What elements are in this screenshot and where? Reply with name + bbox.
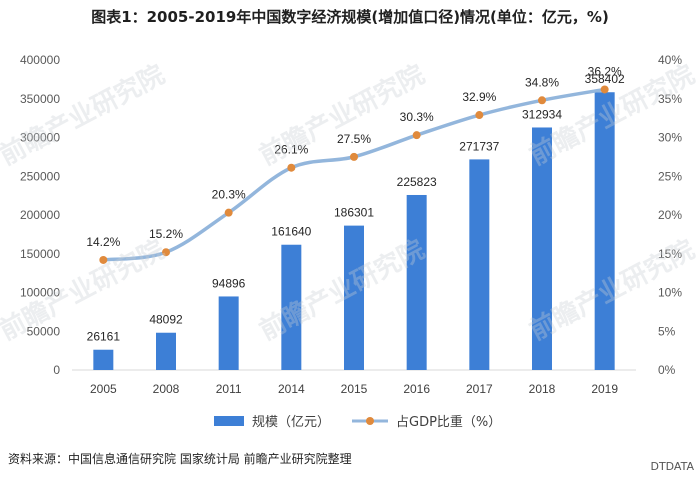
ratio-value-label: 20.3% [212,188,246,202]
y-left-tick-label: 50000 [27,324,61,338]
legend-swatch-bar [214,416,244,426]
bar-value-label: 186301 [334,206,374,220]
x-tick-label: 2016 [403,382,430,396]
x-tick-label: 2015 [341,382,368,396]
y-right-tick-label: 15% [658,247,682,261]
ratio-point [600,85,609,94]
y-right-tick-label: 40% [658,53,682,67]
bar-value-label: 94896 [212,276,246,290]
ratio-point [412,131,421,140]
y-left-tick-label: 200000 [20,208,60,222]
bar-value-label: 161640 [271,225,311,239]
y-left-tick-label: 150000 [20,247,60,261]
y-left-tick-label: 400000 [20,53,60,67]
bar [281,244,302,370]
y-right-tick-label: 30% [658,131,682,145]
ratio-point [99,255,108,264]
y-left-tick-label: 250000 [20,169,60,183]
ratio-point [538,96,546,105]
bar [406,194,427,370]
y-left-tick-label: 0 [53,363,60,377]
bar [469,159,490,370]
bar-value-label: 48092 [149,313,183,327]
x-tick-label: 2019 [591,382,618,396]
x-tick-label: 2014 [278,382,305,396]
bar [156,332,176,370]
ratio-value-label: 32.9% [462,90,496,104]
x-tick-label: 2011 [216,382,242,396]
ratio-value-label: 34.8% [525,75,559,89]
ratio-value-label: 14.2% [86,235,120,249]
bar [594,92,615,370]
y-left-tick-label: 300000 [20,131,60,145]
y-right-tick-label: 35% [658,92,682,106]
bar [532,127,552,370]
y-right-tick-label: 0% [658,363,676,377]
x-tick-label: 2008 [153,382,180,396]
y-left-tick-label: 100000 [20,286,60,300]
ratio-value-label: 15.2% [149,227,183,241]
legend-label-bar: 规模（亿元） [252,415,330,430]
ratio-point [475,111,484,120]
ratio-value-label: 27.5% [337,132,371,146]
chart-title: 图表1：2005-2019年中国数字经济规模(增加值口径)情况(单位：亿元，%) [91,8,609,26]
bar [218,296,239,370]
bar [344,225,364,370]
bar-value-label: 225823 [397,175,437,189]
y-right-tick-label: 20% [658,208,682,222]
bar [93,349,114,370]
x-tick-label: 2018 [529,382,556,396]
bar-value-label: 312934 [522,107,562,121]
ratio-point [287,163,296,172]
ratio-value-label: 36.2% [588,64,622,78]
y-right-tick-label: 10% [658,286,682,300]
y-right-tick-label: 25% [658,169,682,183]
legend-swatch-marker [366,417,374,425]
bar-value-label: 271737 [459,139,499,153]
ratio-point [350,152,358,161]
y-right-tick-label: 5% [658,324,676,338]
x-tick-label: 2017 [466,382,493,396]
ratio-value-label: 30.3% [400,110,434,124]
ratio-point [162,248,170,257]
ratio-point [224,208,233,217]
source-note: 资料来源：中国信息通信研究院 国家统计局 前瞻产业研究院整理 [8,452,352,466]
y-left-tick-label: 350000 [20,92,60,106]
x-tick-label: 2005 [90,382,117,396]
bar-value-label: 358402 [585,72,625,86]
legend-label-line: 占GDP比重（%） [396,414,501,430]
ratio-value-label: 26.1% [274,143,308,157]
bar-value-label: 26161 [87,330,121,344]
footer-brand: DTDATA [650,460,694,473]
